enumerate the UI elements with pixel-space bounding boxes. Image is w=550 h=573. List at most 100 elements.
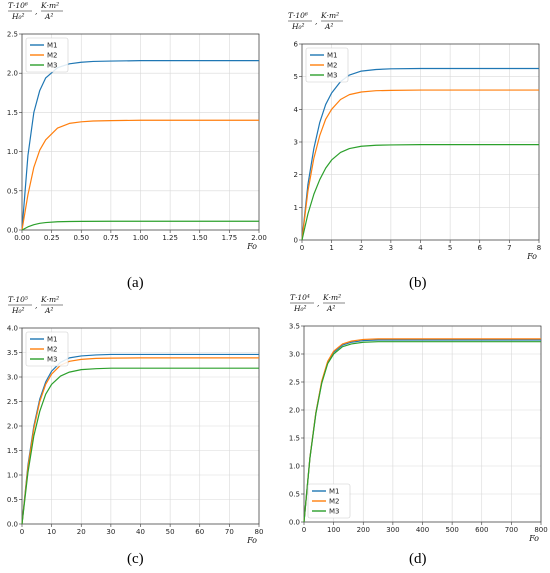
y-tick-label: 0.0 [7, 227, 18, 235]
legend-entry: M3 [47, 62, 58, 70]
x-tick-label: 600 [475, 526, 488, 534]
y-tick-label: 1 [294, 204, 298, 212]
y-unit-numerator: K·m² [40, 295, 59, 304]
legend-entry: M1 [329, 488, 340, 496]
y-tick-label: 1.5 [7, 109, 18, 117]
legend-entry: M3 [47, 356, 58, 364]
x-tick-label: 2.00 [251, 234, 267, 242]
y-tick-label: 2.0 [7, 423, 18, 431]
y-tick-label: 2.5 [7, 398, 18, 406]
y-label-numerator: T·10⁵ [8, 295, 28, 304]
x-tick-label: 5 [448, 244, 452, 252]
x-tick-label: 1.50 [192, 234, 208, 242]
x-tick-label: 3 [389, 244, 393, 252]
x-axis-label: Fo [246, 536, 257, 545]
y-unit-numerator: K·m² [322, 293, 341, 302]
y-label-denominator: H₀² [11, 12, 25, 21]
y-tick-label: 5 [294, 73, 298, 81]
y-tick-label: 4 [294, 106, 299, 114]
x-tick-label: 1.75 [222, 234, 238, 242]
series-line-m1 [21, 60, 259, 231]
x-tick-label: 500 [445, 526, 458, 534]
y-axis-label: T·10⁵ H₀²,K·m² A² [8, 295, 63, 315]
x-axis-label: Fo [526, 252, 537, 261]
legend-entry: M1 [327, 52, 338, 60]
x-tick-label: 0.00 [14, 234, 30, 242]
y-tick-label: 0.5 [289, 491, 300, 499]
x-tick-label: 200 [357, 526, 370, 534]
legend-box [25, 331, 69, 367]
x-tick-label: 1.00 [133, 234, 149, 242]
y-label-numerator: T·10⁴ [290, 293, 310, 302]
y-label-separator: , [317, 299, 319, 308]
legend-entry: M1 [47, 42, 58, 50]
x-tick-label: 20 [77, 528, 86, 536]
y-tick-label: 1.5 [289, 435, 300, 443]
y-tick-label: 2 [294, 171, 298, 179]
x-tick-label: 40 [136, 528, 145, 536]
y-tick-label: 3.5 [289, 323, 300, 331]
y-unit-denominator: A² [324, 22, 333, 31]
series-line-m2 [21, 119, 259, 231]
y-tick-label: 1.0 [289, 463, 300, 471]
x-tick-label: 1.25 [162, 234, 178, 242]
legend: M1 M2 M3 [25, 331, 69, 367]
y-tick-label: 4.0 [7, 325, 18, 333]
y-unit-denominator: A² [44, 306, 53, 315]
legend: M1 M2 M3 [25, 37, 69, 73]
x-tick-label: 4 [418, 244, 423, 252]
x-axis-label: Fo [246, 242, 257, 251]
y-tick-label: 2.0 [289, 407, 300, 415]
plot-frame [21, 327, 260, 525]
y-label-separator: , [35, 301, 37, 310]
plot-frame [303, 325, 542, 523]
x-tick-label: 2 [359, 244, 363, 252]
x-tick-label: 60 [195, 528, 204, 536]
x-tick-label: 0.25 [44, 234, 60, 242]
y-tick-label: 2.5 [289, 379, 300, 387]
x-tick-label: 10 [47, 528, 56, 536]
legend-entry: M2 [47, 52, 58, 60]
series-line-m3 [301, 144, 539, 241]
x-tick-label: 800 [534, 526, 547, 534]
x-tick-label: 300 [386, 526, 399, 534]
panel-label-c: (c) [127, 551, 144, 567]
panel-label-a: (a) [127, 275, 144, 291]
x-tick-label: 400 [416, 526, 429, 534]
y-label-numerator: T·10⁶ [288, 11, 308, 20]
chart-b: 0 1 2 3 4 5 6 7 8 0 1 2 3 4 5 6 M1 M2 M3 T·10⁶ H₀²,K·m² A² Fo [288, 11, 541, 261]
legend-box [305, 47, 349, 83]
x-tick-label: 8 [537, 244, 541, 252]
series-line-m3 [303, 341, 541, 523]
y-unit-denominator: A² [326, 304, 335, 313]
y-tick-label: 0 [294, 237, 298, 245]
series-line-m2 [301, 89, 539, 241]
y-tick-label: 3.5 [7, 349, 18, 357]
plot-frame [301, 43, 540, 241]
y-tick-label: 1.0 [7, 148, 18, 156]
x-tick-label: 1 [329, 244, 333, 252]
x-tick-label: 700 [505, 526, 518, 534]
x-tick-label: 6 [478, 244, 483, 252]
x-tick-label: 0.75 [103, 234, 119, 242]
x-tick-label: 100 [327, 526, 340, 534]
legend-entry: M2 [327, 62, 338, 70]
y-tick-label: 0.0 [289, 519, 300, 527]
y-label-denominator: H₀² [293, 304, 307, 313]
x-tick-label: 0 [20, 528, 24, 536]
legend-entry: M2 [329, 498, 340, 506]
legend-entry: M3 [329, 508, 340, 516]
y-tick-label: 1.0 [7, 472, 18, 480]
y-tick-label: 0.5 [7, 496, 18, 504]
legend-entry: M3 [327, 72, 338, 80]
y-label-numerator: T·10⁶ [8, 1, 28, 10]
legend-box [307, 483, 351, 519]
series-line-m3 [21, 367, 259, 525]
chart-d: 0 100 200 300 400 500 600 700 800 0.0 0.5 1.0 1.5 2.0… [289, 293, 548, 543]
y-tick-label: 1.5 [7, 447, 18, 455]
panel-label-b: (b) [409, 275, 427, 291]
y-axis-label: T·10⁶ H₀²,K·m² A² [288, 11, 343, 31]
x-axis-label: Fo [528, 534, 539, 543]
legend: M1 M2 M3 [307, 483, 351, 519]
